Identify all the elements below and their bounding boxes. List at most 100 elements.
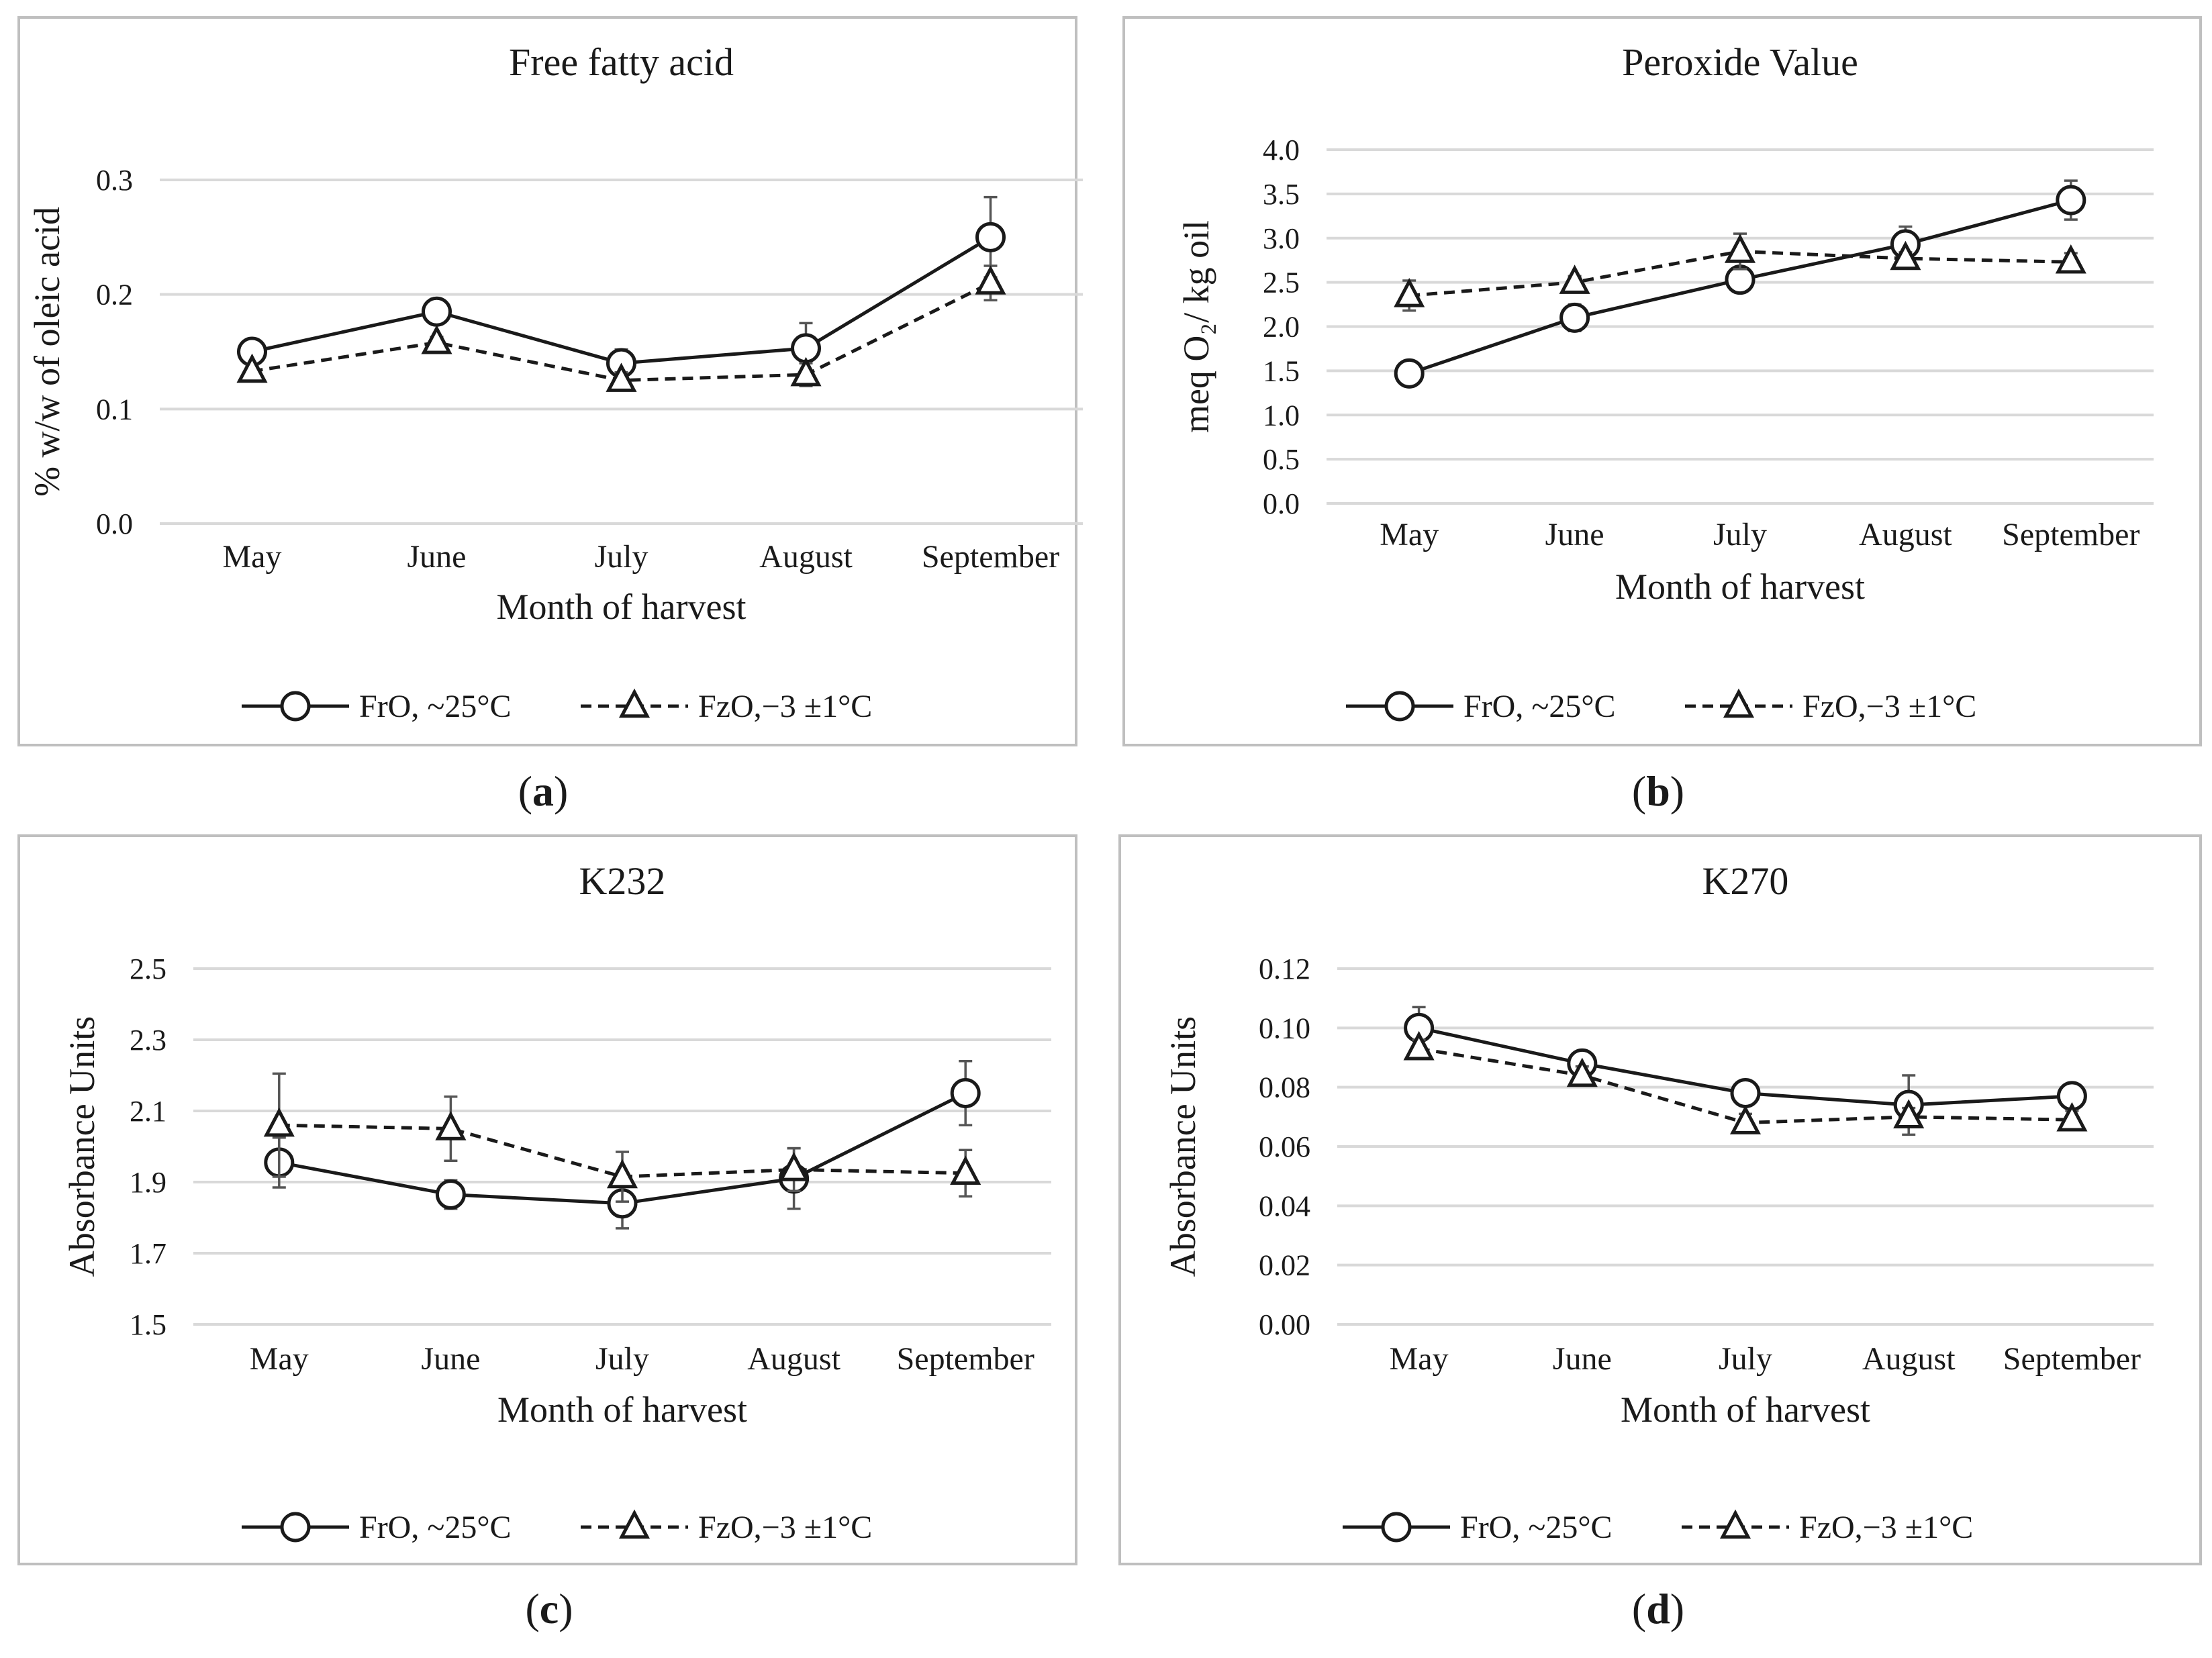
- panel-caption: (a): [518, 767, 569, 815]
- legend-swatch-fzo: [581, 1509, 688, 1539]
- panel-caption-close: ): [1670, 767, 1684, 815]
- legend-marker-fro: [1381, 1512, 1412, 1543]
- legend-swatch-fro: [1343, 1512, 1450, 1543]
- data-point-fzo: [606, 1159, 638, 1189]
- data-point-fro: [422, 296, 452, 327]
- panel-caption: (b): [1632, 767, 1684, 815]
- legend-marker-fzo: [1723, 688, 1755, 718]
- x-tick-label: September: [897, 1341, 1035, 1377]
- data-point-fro: [1730, 1078, 1761, 1108]
- x-tick-label: July: [1713, 517, 1767, 552]
- data-point-fro: [435, 1179, 466, 1210]
- y-tick-label: 0.0: [1263, 487, 1300, 520]
- data-point-fzo: [975, 265, 1006, 295]
- legend-marker-fzo: [618, 688, 651, 718]
- panel-caption-open: (: [518, 767, 532, 815]
- chart-title: Peroxide Value: [1622, 40, 1858, 84]
- legend-marker-fzo: [1719, 1509, 1751, 1539]
- y-axis-title: Absorbance Units: [62, 1016, 102, 1277]
- legend: FrO, ~25°C FzO,−3 ±1°C: [1346, 688, 1976, 724]
- legend-marker-fro: [1384, 691, 1415, 722]
- chart-title: Free fatty acid: [509, 40, 734, 84]
- data-point-fro: [1559, 302, 1590, 333]
- y-tick-label: 1.7: [130, 1237, 166, 1270]
- y-tick-label: 3.0: [1263, 222, 1300, 255]
- x-tick-label: September: [2002, 517, 2139, 552]
- legend-marker-fro: [280, 691, 311, 722]
- y-tick-label: 0.04: [1259, 1189, 1310, 1222]
- x-tick-label: June: [421, 1341, 480, 1377]
- x-tick-label: September: [2003, 1341, 2141, 1377]
- data-point-fzo: [950, 1155, 981, 1185]
- chart-panel-c: K232 1.5 1.7 1.9 2.1 2.3 2.5 May June July August S…: [17, 834, 1077, 1565]
- panel-caption-close: ): [559, 1585, 573, 1632]
- data-point-fzo: [1394, 278, 1425, 307]
- x-tick-label: May: [223, 539, 282, 575]
- legend-swatch-fro: [1346, 691, 1453, 722]
- x-axis-title: Month of harvest: [1621, 1389, 1870, 1430]
- data-point-fzo: [1893, 1099, 1925, 1129]
- data-point-fzo: [263, 1107, 295, 1137]
- legend-swatch-fro: [242, 1512, 349, 1543]
- x-axis-title: Month of harvest: [1615, 567, 1865, 607]
- legend-label-fro: FrO, ~25°C: [359, 689, 512, 724]
- data-point-fzo: [1729, 1105, 1762, 1134]
- x-tick-label: June: [1553, 1341, 1612, 1377]
- panel-caption-close: ): [1670, 1585, 1684, 1632]
- x-tick-label: August: [1859, 517, 1952, 552]
- legend: FrO, ~25°C FzO,−3 ±1°C: [242, 1509, 872, 1545]
- data-point-fro: [1725, 264, 1756, 295]
- legend-label-fro: FrO, ~25°C: [1460, 1510, 1613, 1545]
- legend-label-fro: FrO, ~25°C: [1463, 689, 1616, 724]
- x-tick-label: August: [747, 1341, 840, 1377]
- y-tick-label: 4.0: [1263, 134, 1300, 166]
- panel-caption: (c): [525, 1585, 573, 1632]
- x-tick-label: July: [595, 1341, 649, 1377]
- data-point-fzo: [778, 1152, 810, 1181]
- data-point-fzo: [1566, 1057, 1598, 1087]
- y-tick-label: 0.06: [1259, 1130, 1310, 1163]
- y-tick-label: 0.5: [1263, 443, 1300, 476]
- legend-swatch-fzo: [1682, 1509, 1789, 1539]
- x-tick-label: May: [1380, 517, 1439, 552]
- data-point-fzo: [790, 356, 822, 387]
- y-tick-label: 0.12: [1259, 953, 1310, 985]
- panel-caption: (d): [1632, 1585, 1684, 1632]
- chart-panel-b: Peroxide Value 0.0 0.5 1.0 1.5 2.0 2.5 3.0 3.5 4.…: [1122, 16, 2202, 746]
- y-tick-label: 2.5: [1263, 266, 1300, 299]
- data-point-fzo: [236, 353, 268, 383]
- legend-swatch-fzo: [1685, 688, 1792, 718]
- legend-label-fzo: FzO,−3 ±1°C: [1799, 1510, 1973, 1545]
- data-point-fro: [2056, 185, 2086, 215]
- y-tick-label: 0.3: [96, 164, 133, 197]
- x-tick-label: May: [1390, 1341, 1449, 1377]
- y-tick-label: 0.10: [1259, 1012, 1310, 1044]
- panel-caption-close: ): [554, 767, 568, 815]
- x-tick-label: September: [922, 539, 1059, 575]
- legend-label-fzo: FzO,−3 ±1°C: [698, 1510, 872, 1545]
- data-point-fro: [975, 222, 1006, 252]
- panel-caption-letter: d: [1646, 1585, 1670, 1632]
- legend: FrO, ~25°C FzO,−3 ±1°C: [242, 688, 872, 724]
- y-tick-label: 0.1: [96, 393, 133, 426]
- panel-caption-letter: c: [540, 1585, 559, 1632]
- data-point-fzo: [1559, 264, 1590, 294]
- y-axis-title: meq O₂/ kg oil: [1176, 220, 1216, 433]
- panel-caption-letter: b: [1646, 767, 1670, 815]
- y-tick-label: 0.00: [1259, 1308, 1310, 1341]
- x-tick-label: June: [1545, 517, 1604, 552]
- legend-marker-fro: [280, 1512, 311, 1543]
- legend: FrO, ~25°C FzO,−3 ±1°C: [1343, 1509, 1973, 1545]
- y-tick-label: 1.9: [130, 1166, 166, 1199]
- y-tick-label: 2.0: [1263, 311, 1300, 344]
- x-tick-label: August: [759, 539, 853, 575]
- data-point-fzo: [606, 362, 637, 392]
- legend-label-fzo: FzO,−3 ±1°C: [1802, 689, 1976, 724]
- chart-title: K232: [579, 859, 666, 903]
- panel-caption-open: (: [1632, 767, 1646, 815]
- chart-panel-a: Free fatty acid 0.0 0.1 0.2 0.3 May June July Au…: [17, 16, 1083, 746]
- legend-label-fzo: FzO,−3 ±1°C: [698, 689, 872, 724]
- panel-frame: [1122, 16, 2202, 746]
- x-tick-label: August: [1862, 1341, 1956, 1377]
